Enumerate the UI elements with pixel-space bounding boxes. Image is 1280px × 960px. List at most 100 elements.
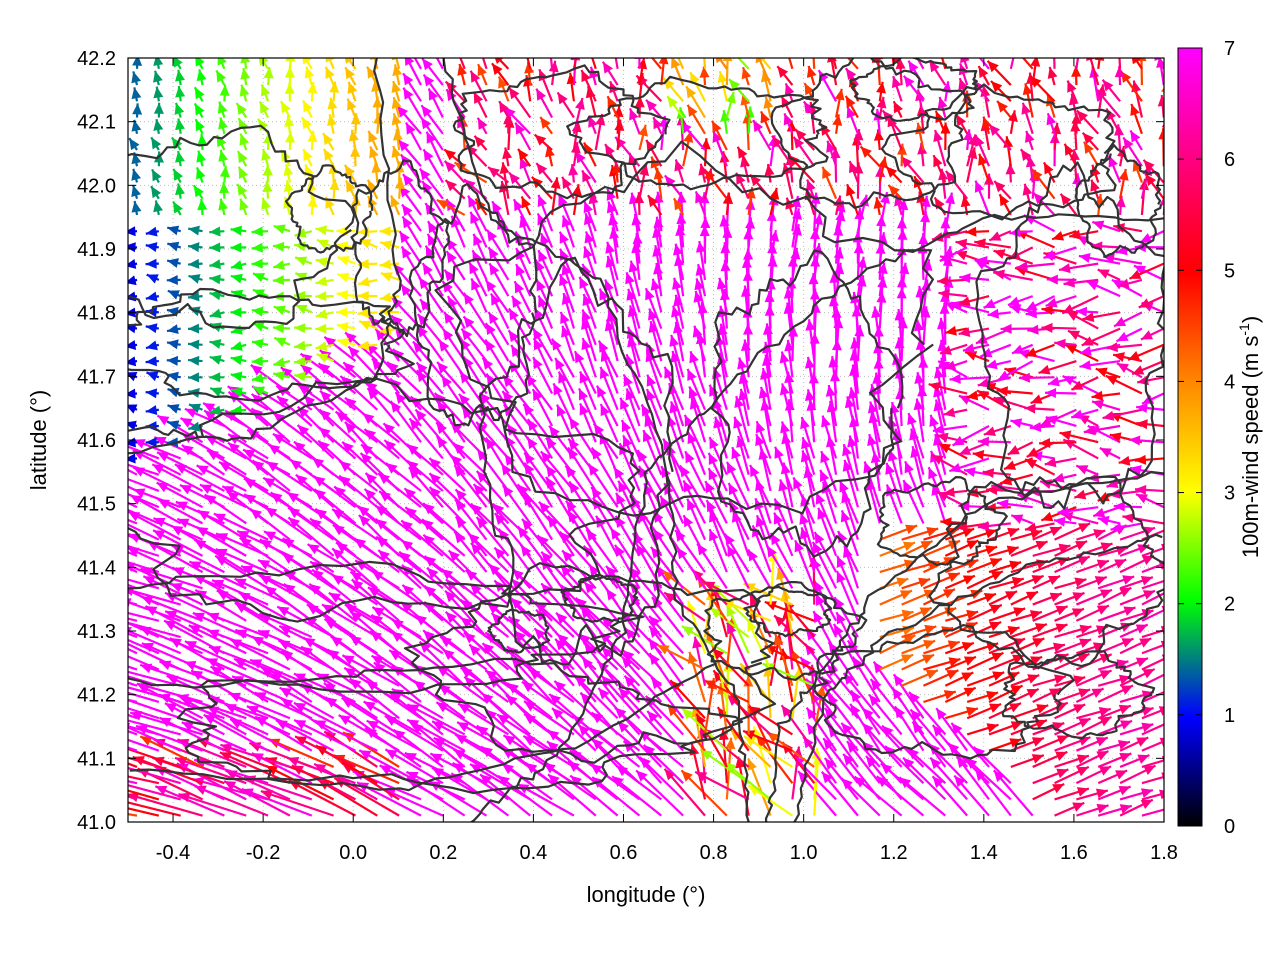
wind-vector-head — [545, 145, 555, 158]
wind-vector-head — [128, 420, 137, 431]
wind-vector-shaft — [1136, 34, 1142, 53]
wind-vector-head — [937, 96, 948, 109]
wind-vector-head — [983, 298, 996, 309]
wind-vector-head — [230, 371, 243, 382]
wind-vector-head — [845, 68, 857, 81]
wind-vector-head — [920, 541, 933, 551]
wind-vector-head — [1052, 783, 1065, 794]
wind-vector-head — [327, 114, 337, 127]
wind-vector-head — [213, 513, 226, 523]
wind-vector-head — [402, 204, 413, 217]
wind-vector-head — [379, 765, 392, 775]
wind-vector-head — [850, 337, 861, 349]
wind-vector-head — [1160, 640, 1164, 650]
wind-vector-head — [1005, 163, 1016, 175]
wind-vector-head — [1164, 587, 1176, 596]
wind-vector-head — [853, 162, 864, 174]
y-tick-label: 41.9 — [77, 239, 116, 261]
wind-vector-head — [1045, 388, 1057, 399]
wind-vector-head — [329, 81, 340, 93]
wind-vector-head — [419, 168, 431, 181]
wind-vector-head — [303, 148, 313, 162]
wind-vector-head — [511, 295, 522, 308]
wind-vector-head — [401, 246, 412, 259]
wind-vector-head — [747, 619, 757, 632]
wind-vector-head — [1141, 555, 1155, 566]
wind-vector-head — [230, 355, 243, 365]
wind-vector-head — [571, 184, 582, 196]
wind-vector-head — [904, 461, 914, 474]
wind-vector-head — [947, 640, 960, 650]
wind-vector-head — [404, 488, 416, 500]
wind-vector-shaft — [1141, 643, 1164, 655]
wind-vector-head — [713, 670, 725, 683]
wind-vector-head — [293, 441, 306, 453]
wind-vector-head — [294, 290, 306, 301]
wind-vector-head — [1025, 155, 1036, 168]
wind-vector-head — [848, 75, 859, 88]
wind-vector-head — [421, 105, 433, 118]
wind-vector-head — [474, 135, 486, 148]
wind-vector-head — [991, 482, 1003, 493]
wind-vector-head — [258, 559, 271, 570]
wind-vector-head — [555, 638, 567, 651]
wind-vector-head — [556, 404, 567, 417]
wind-vector-head — [740, 93, 751, 106]
wind-vector-head — [990, 80, 1003, 93]
wind-vector-head — [1114, 559, 1127, 569]
wind-vector-head — [857, 256, 868, 269]
wind-vector-shaft — [128, 675, 160, 687]
wind-vector-head — [719, 151, 730, 163]
wind-vector-head — [295, 256, 308, 266]
wind-vector-head — [250, 364, 263, 376]
wind-vector-head — [1032, 638, 1045, 648]
wind-vector-head — [972, 449, 985, 460]
wind-vector-head — [716, 277, 727, 290]
wind-vector-head — [834, 262, 845, 275]
wind-vector-head — [140, 736, 153, 746]
wind-vector-head — [1022, 83, 1033, 96]
wind-vector-head — [417, 314, 429, 326]
wind-vector-head — [1007, 445, 1020, 455]
wind-vector-head — [800, 657, 812, 669]
wind-vector-head — [683, 480, 693, 493]
wind-vector-head — [332, 509, 345, 520]
wind-vector-head — [327, 97, 338, 110]
wind-vector-head — [492, 201, 502, 214]
x-tick-label: 1.0 — [790, 842, 818, 864]
wind-vector-head — [280, 367, 293, 379]
wind-vector-head — [1049, 36, 1059, 47]
wind-vector-head — [547, 741, 559, 753]
wind-vector-head — [350, 145, 361, 157]
wind-vector-head — [446, 251, 457, 264]
wind-vector-head — [130, 495, 143, 505]
wind-vector-head — [364, 488, 376, 501]
wind-vector-head — [209, 226, 221, 237]
wind-vector-head — [199, 484, 213, 494]
wind-vector-head — [361, 444, 373, 456]
wind-vector-head — [209, 405, 222, 416]
wind-vector-head — [507, 682, 519, 694]
wind-vector-head — [372, 607, 385, 618]
wind-vector-head — [238, 166, 249, 179]
wind-vector-shaft — [243, 775, 313, 801]
wind-vector-head — [400, 25, 411, 37]
wind-vector-head — [219, 165, 230, 178]
wind-vector-shaft — [128, 508, 160, 525]
wind-vector-shaft — [163, 619, 225, 655]
wind-vector-head — [808, 35, 818, 46]
wind-vector-head — [273, 305, 286, 316]
wind-vector-head — [729, 79, 741, 91]
wind-vector-head — [145, 242, 158, 252]
wind-vector-head — [477, 117, 488, 130]
wind-vector-head — [1016, 261, 1028, 272]
wind-vector-head — [145, 226, 158, 237]
wind-vector-head — [1114, 316, 1127, 327]
wind-vector-head — [1132, 365, 1145, 375]
wind-vector-head — [230, 242, 242, 253]
wind-vector-head — [445, 180, 457, 192]
x-tick-label: 1.4 — [970, 842, 998, 864]
wind-vector-head — [1071, 380, 1084, 390]
wind-vector-head — [582, 293, 593, 307]
wind-vector-head — [1081, 336, 1094, 346]
